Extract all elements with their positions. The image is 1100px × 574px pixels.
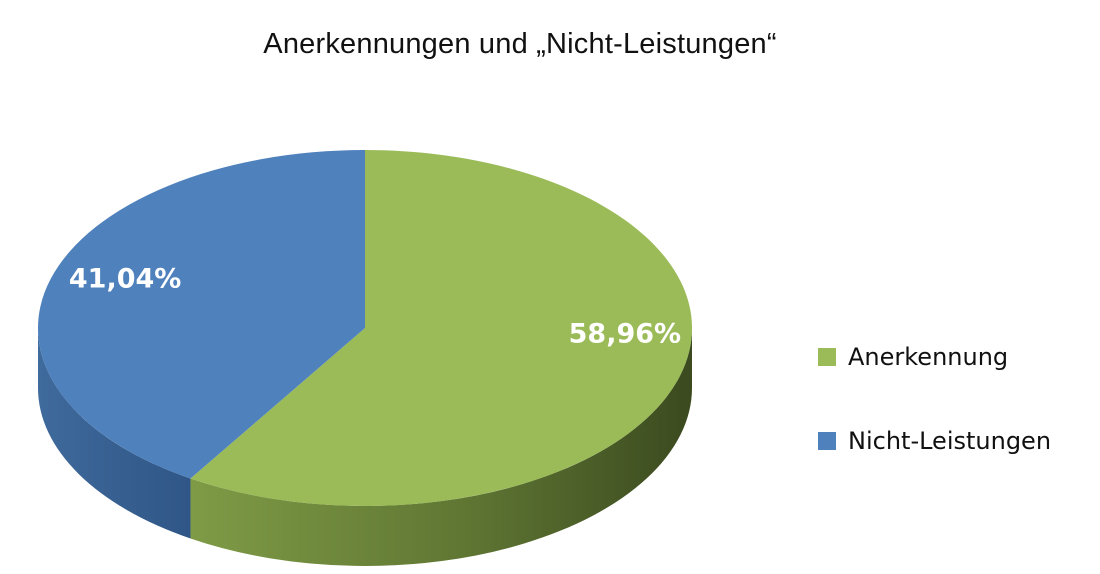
legend-item-anerkennung: Anerkennung: [818, 338, 1051, 376]
data-label-anerkennung: 58,96%: [569, 319, 681, 350]
pie-slice-nicht-leistungen: [37, 150, 365, 479]
pie-slice-anerkennung: [190, 150, 692, 507]
chart-title: Anerkennungen und „Nicht-Leistungen“: [263, 28, 777, 60]
legend: Anerkennung Nicht-Leistungen: [818, 338, 1051, 506]
pie-side-anerkennung: [190, 328, 693, 567]
legend-swatch-anerkennung: [818, 348, 836, 366]
legend-label-anerkennung: Anerkennung: [848, 343, 1009, 371]
pie-side-nicht-leistungen: [38, 328, 191, 539]
data-label-nicht-leistungen: 41,04%: [69, 263, 181, 294]
legend-label-nicht-leistungen: Nicht-Leistungen: [848, 427, 1052, 455]
legend-item-nicht-leistungen: Nicht-Leistungen: [818, 422, 1051, 460]
legend-swatch-nicht-leistungen: [818, 432, 836, 450]
